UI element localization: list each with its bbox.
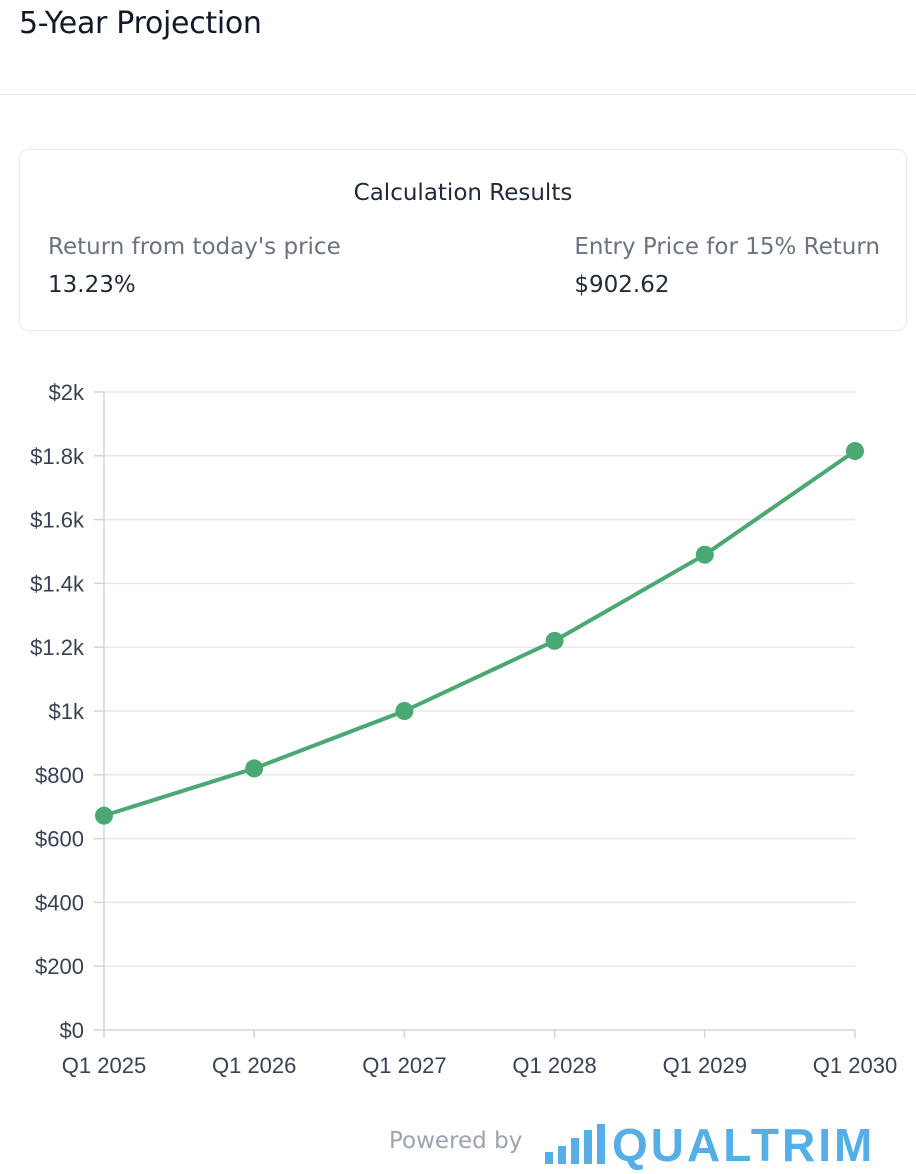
x-tick-label: Q1 2025 bbox=[62, 1053, 146, 1078]
data-point[interactable] bbox=[695, 545, 714, 564]
x-tick-label: Q1 2030 bbox=[813, 1053, 897, 1078]
y-tick-label: $200 bbox=[35, 954, 84, 979]
page-title: 5-Year Projection bbox=[19, 6, 262, 41]
return-label: Return from today's price bbox=[48, 234, 341, 260]
axes bbox=[94, 391, 856, 1038]
powered-by-text: Powered by bbox=[389, 1128, 523, 1154]
y-tick-label: $1.4k bbox=[30, 571, 85, 596]
y-tick-label: $1.8k bbox=[30, 444, 85, 469]
entry-price-label: Entry Price for 15% Return bbox=[574, 234, 880, 260]
bar-chart-logo-icon bbox=[545, 1124, 605, 1164]
y-tick-label: $400 bbox=[35, 890, 84, 915]
y-tick-label: $1.2k bbox=[30, 635, 85, 660]
y-tick-label: $2k bbox=[49, 380, 85, 405]
brand-logo-text[interactable]: QUALTRIM bbox=[612, 1119, 876, 1171]
return-value: 13.23% bbox=[48, 272, 136, 298]
series-points[interactable] bbox=[95, 442, 864, 825]
data-point[interactable] bbox=[245, 759, 264, 778]
x-tick-labels: Q1 2025 Q1 2026 Q1 2027 Q1 2028 Q1 2029 Q1 20… bbox=[62, 1053, 897, 1078]
projection-chart: $0 $200 $400 $600 $800 $1k $1.2k $1.4k $1.6k $1.8… bbox=[30, 380, 897, 1078]
x-tick-label: Q1 2028 bbox=[512, 1053, 596, 1078]
data-point[interactable] bbox=[95, 806, 113, 825]
x-tick-label: Q1 2027 bbox=[362, 1053, 446, 1078]
y-tick-label: $600 bbox=[35, 827, 84, 852]
return-metric: Return from today's price 13.23% bbox=[48, 234, 341, 298]
x-tick-label: Q1 2029 bbox=[663, 1053, 747, 1078]
grid-lines bbox=[104, 391, 855, 967]
y-tick-label: $800 bbox=[35, 763, 84, 788]
y-tick-label: $0 bbox=[60, 1018, 84, 1043]
x-tick-label: Q1 2026 bbox=[212, 1053, 296, 1078]
data-point[interactable] bbox=[395, 702, 414, 720]
results-card: Calculation Results Return from today's … bbox=[19, 149, 907, 331]
series-line-group bbox=[103, 449, 857, 818]
y-tick-label: $1k bbox=[49, 699, 85, 724]
y-tick-label: $1.6k bbox=[30, 508, 85, 533]
y-tick-labels: $0 $200 $400 $600 $800 $1k $1.2k $1.4k $1.6k $1.8… bbox=[30, 380, 85, 1043]
entry-price-metric: Entry Price for 15% Return $902.62 bbox=[574, 234, 880, 298]
data-point[interactable] bbox=[545, 631, 564, 650]
series-line bbox=[103, 449, 857, 818]
data-point[interactable] bbox=[846, 442, 864, 461]
entry-price-value: $902.62 bbox=[574, 272, 670, 298]
card-title: Calculation Results bbox=[353, 180, 573, 206]
title-divider bbox=[0, 94, 916, 95]
